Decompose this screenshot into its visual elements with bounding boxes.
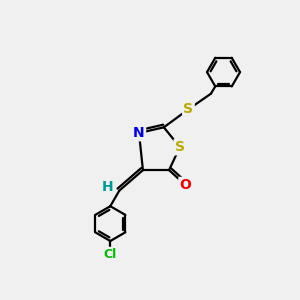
Text: S: S: [183, 102, 194, 116]
Text: N: N: [133, 126, 145, 140]
Text: H: H: [102, 180, 114, 194]
Text: Cl: Cl: [104, 248, 117, 261]
Text: S: S: [175, 140, 185, 154]
Text: O: O: [180, 178, 191, 192]
